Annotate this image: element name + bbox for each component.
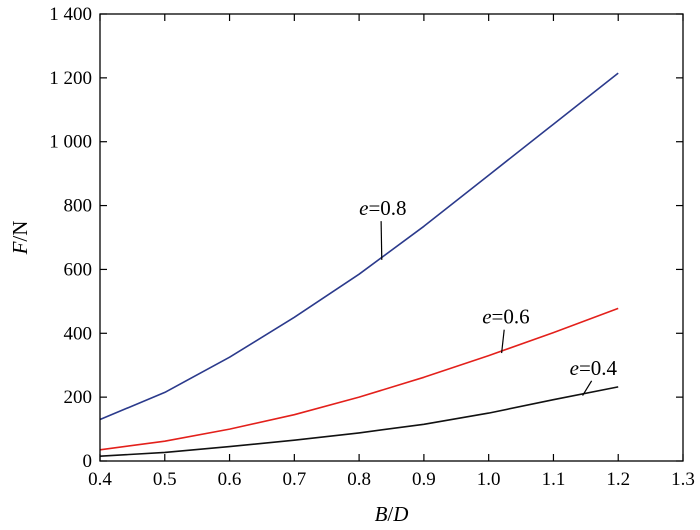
series-line	[99, 72, 619, 421]
y-tick-label: 1 000	[49, 132, 92, 153]
annotation-layer: e=0.8e=0.6e=0.4	[359, 196, 618, 396]
x-axis-var: B	[375, 502, 388, 526]
y-tick-label: 0	[83, 451, 93, 472]
y-tick-label: 800	[64, 196, 93, 217]
x-tick-label: 0.4	[88, 469, 112, 490]
ticks-layer: 0.4 0.5 0.6 0.7 0.8 0.9 1.0 1.1 1.2 1.3 0 200 400 600…	[49, 4, 695, 490]
x-tick-label: 0.9	[412, 469, 436, 490]
series-label: e=0.8	[359, 196, 406, 220]
series-pointer-line	[380, 221, 383, 260]
x-tick-label: 1.0	[477, 469, 501, 490]
x-tick-label: 1.1	[542, 469, 566, 490]
x-axis-label: B/D	[375, 502, 409, 526]
x-tick-label: 0.7	[282, 469, 306, 490]
series-label-var: e	[570, 356, 579, 380]
y-tick-label: 200	[64, 387, 93, 408]
series-label-var: e	[482, 305, 491, 329]
y-tick-label: 1 200	[49, 68, 92, 89]
y-tick-label: 600	[64, 259, 93, 280]
x-tick-label: 1.2	[606, 469, 630, 490]
series-label-var: e	[359, 196, 368, 220]
series-line	[99, 386, 619, 457]
series-label-value: =0.4	[579, 356, 618, 380]
x-axis-unit: D	[392, 502, 408, 526]
y-axis-label: F/N	[8, 221, 32, 256]
x-tick-label: 1.3	[671, 469, 695, 490]
series-label: e=0.4	[570, 356, 618, 380]
y-axis-sep: /	[8, 236, 32, 242]
y-tick-label: 1 400	[49, 4, 92, 25]
series-line	[99, 307, 619, 451]
x-axis-sep: /	[387, 502, 393, 526]
y-axis-unit: N	[8, 221, 32, 236]
x-tick-label: 0.8	[347, 469, 371, 490]
y-axis-var: F	[8, 241, 32, 255]
series-label: e=0.6	[482, 305, 529, 329]
x-tick-label: 0.6	[218, 469, 242, 490]
plot-frame	[99, 13, 684, 462]
series-pointer-line	[501, 329, 505, 354]
series-label-value: =0.8	[368, 196, 406, 220]
series-pointer-line	[582, 380, 593, 396]
x-tick-label: 0.5	[153, 469, 177, 490]
series-label-value: =0.6	[492, 305, 530, 329]
y-tick-label: 400	[64, 323, 93, 344]
series-layer	[99, 72, 619, 457]
